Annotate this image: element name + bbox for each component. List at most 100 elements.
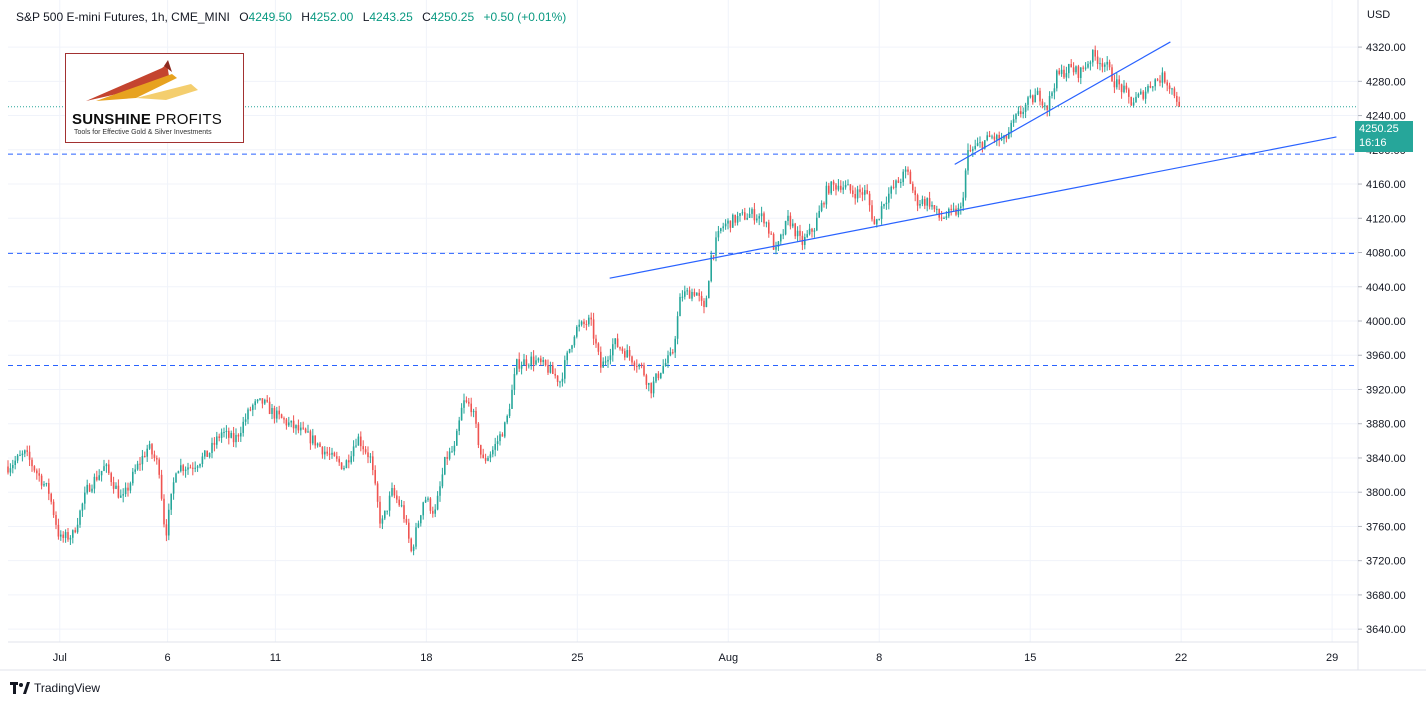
x-tick-label: 15 (1024, 652, 1036, 664)
candle-body (559, 381, 561, 383)
candle-body (422, 502, 424, 516)
candle-body (1156, 79, 1159, 81)
candle-body (816, 217, 818, 231)
candle-body (556, 375, 559, 382)
x-tick-label: 25 (571, 652, 583, 664)
candle-body (542, 360, 544, 363)
candle-body (177, 471, 180, 474)
candle-body (14, 460, 16, 465)
candle-body (235, 434, 237, 443)
candle-body (1082, 67, 1084, 69)
candle-body (7, 466, 9, 473)
candle-body (218, 436, 220, 438)
candle-body (820, 203, 823, 211)
candle-body (636, 365, 638, 367)
candle-body (892, 186, 895, 188)
candle-body (103, 466, 105, 471)
candle-body (667, 355, 669, 363)
candle-body (33, 466, 36, 471)
logo-swoosh-icon (86, 60, 198, 101)
candle-body (441, 474, 444, 487)
candle-body (415, 527, 417, 547)
candle-body (746, 217, 748, 220)
y-tick-label: 4000.00 (1366, 316, 1406, 328)
candle-body (1137, 93, 1140, 97)
candle-body (283, 418, 285, 420)
candle-body (763, 213, 765, 224)
candle-body (156, 457, 158, 460)
candle-body (1072, 67, 1075, 73)
candle-body (996, 134, 998, 140)
logo-name-light: PROFITS (151, 111, 222, 128)
candle-body (86, 484, 88, 493)
candle-body (98, 475, 100, 480)
candle-body (31, 459, 33, 467)
candle-body (410, 538, 412, 551)
y-tick-label: 4280.00 (1366, 76, 1406, 88)
axes (0, 0, 1426, 671)
bar-countdown: 16:16 (1359, 137, 1387, 149)
candle-body (1068, 64, 1070, 74)
candle-body (266, 399, 268, 402)
candle-body (504, 422, 506, 437)
currency-label: USD (1367, 9, 1391, 21)
candle-body (69, 537, 72, 540)
candle-body (758, 216, 760, 219)
candle-body (175, 473, 177, 483)
candle-body (657, 373, 660, 379)
candle-body (338, 458, 340, 463)
candle-body (110, 473, 112, 483)
candle-body (592, 319, 595, 339)
candle-body (1020, 111, 1022, 115)
candle-body (196, 466, 199, 468)
candle-body (532, 356, 535, 365)
candle-body (115, 485, 117, 489)
candle-body (967, 150, 969, 171)
candle-body (256, 399, 259, 402)
candle-body (432, 510, 434, 514)
candle-body (916, 195, 919, 206)
candle-body (1075, 66, 1077, 73)
close-value: 4250.25 (430, 10, 475, 24)
candle-body (979, 142, 981, 144)
candle-body (936, 208, 938, 210)
candle-body (756, 218, 758, 221)
candle-body (1048, 96, 1051, 110)
candle-body (372, 456, 374, 471)
candle-body (88, 484, 91, 492)
candle-body (331, 452, 333, 455)
candle-body (1166, 82, 1168, 86)
candle-body (465, 400, 468, 402)
candle-body (724, 223, 727, 227)
candle-body (674, 338, 676, 353)
candle-body (448, 451, 451, 459)
candle-body (1178, 101, 1180, 107)
candle-body (698, 292, 700, 296)
candle-body (232, 433, 235, 443)
candle-body (583, 321, 585, 324)
candle-body (468, 401, 470, 404)
candle-body (254, 401, 256, 406)
candle-body (741, 212, 744, 214)
candle-body (1164, 72, 1166, 83)
candle-body (573, 336, 576, 346)
x-tick-label: 22 (1175, 652, 1187, 664)
candle-body (55, 514, 57, 525)
candle-body (1173, 88, 1176, 96)
x-tick-label: 8 (876, 652, 882, 664)
candle-body (1034, 94, 1036, 103)
last-price-badge: 4250.25 16:16 (1355, 121, 1413, 152)
candle-body (648, 383, 650, 385)
x-axis-ticks: Jul 6 11 18 25 Aug 8 15 22 29 (53, 652, 1339, 664)
candle-body (631, 356, 633, 363)
grid (8, 0, 1358, 642)
candle-body (208, 452, 211, 457)
candle-body (1152, 86, 1154, 88)
candle-body (84, 492, 86, 504)
tradingview-branding[interactable]: TradingView (10, 681, 100, 695)
candle-body (614, 338, 616, 345)
candle-body (62, 534, 64, 538)
x-tick-label: 11 (270, 652, 281, 664)
candle-body (319, 443, 321, 447)
